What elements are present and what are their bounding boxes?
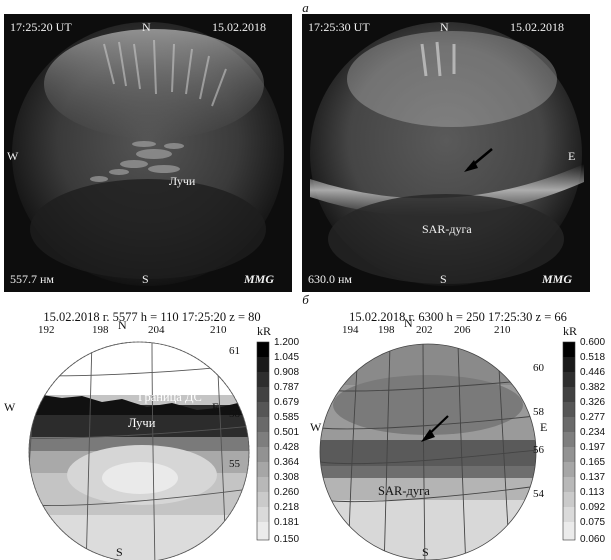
- lat-tick: 58: [229, 408, 240, 420]
- compass-s: S: [142, 272, 149, 286]
- colorbar-label: 0.787: [274, 382, 300, 393]
- compass-w: W: [7, 149, 19, 163]
- colorbar-label: 0.234: [580, 427, 606, 438]
- lon-tick: 210: [210, 324, 227, 336]
- lon-tick: 192: [38, 324, 55, 336]
- panel-label-a: а: [302, 0, 309, 15]
- lat-tick: 54: [533, 488, 544, 500]
- annotation-rays: Лучи: [128, 416, 156, 430]
- photo-date: 15.02.2018: [510, 20, 564, 34]
- compass-e: E: [540, 420, 548, 434]
- lon-tick: 204: [148, 324, 165, 336]
- lon-tick: 194: [342, 324, 359, 336]
- colorbar-label: 0.060: [580, 534, 606, 545]
- photo-date: 15.02.2018: [212, 20, 266, 34]
- annotation-boundary: Граница ДС: [138, 390, 202, 404]
- annotation-sar-arc: SAR-дуга: [422, 222, 472, 236]
- intensity-map-6300: 15.02.2018 г. 6300 h = 250 17:25:30 z = …: [308, 310, 608, 560]
- colorbar-unit: kR: [563, 324, 578, 338]
- map-plot: [319, 341, 576, 560]
- arrow-icon: [464, 148, 493, 172]
- colorbar-label: 0.075: [580, 517, 606, 528]
- compass-e: E: [568, 149, 576, 163]
- colorbar: [562, 341, 576, 541]
- map-title: 15.02.2018 г. 6300 h = 250 17:25:30 z = …: [349, 310, 567, 324]
- colorbar-label: 0.326: [580, 397, 606, 408]
- compass-n: N: [404, 316, 413, 330]
- colorbar-label: 0.382: [580, 382, 606, 393]
- compass-w: W: [310, 420, 322, 434]
- brand-label: MMG: [542, 272, 573, 286]
- colorbar-label: 0.679: [274, 397, 300, 408]
- map-title: 15.02.2018 г. 5577 h = 110 17:25:20 z = …: [43, 310, 261, 324]
- colorbar-label: 0.197: [580, 442, 606, 453]
- lat-tick: 56: [533, 444, 544, 456]
- wavelength-label: 557.7 нм: [10, 272, 55, 286]
- compass-n: N: [142, 20, 151, 34]
- colorbar-label: 0.165: [580, 457, 606, 468]
- map-plot: [28, 341, 270, 560]
- colorbar-label: 0.260: [274, 487, 300, 498]
- allsky-photo-557: 17:25:20 UT 15.02.2018 N W S 557.7 нм MM…: [4, 14, 292, 292]
- colorbar-unit: kR: [257, 324, 272, 338]
- arrow-icon: [421, 415, 449, 442]
- colorbar-label: 0.600: [580, 337, 606, 348]
- compass-w: W: [4, 400, 16, 414]
- colorbar-label: 0.364: [274, 457, 300, 468]
- compass-n: N: [440, 20, 449, 34]
- allsky-photo-630: 17:25:30 UT 15.02.2018 N E S 630.0 нм MM…: [302, 14, 590, 292]
- annotation-rays: Лучи: [169, 174, 196, 188]
- colorbar-label: 0.181: [274, 517, 300, 528]
- lon-tick: 210: [494, 324, 511, 336]
- compass-e: E: [212, 400, 220, 414]
- annotation-sar-arc: SAR-дуга: [378, 484, 430, 498]
- allsky-image-630: [302, 14, 590, 292]
- lon-tick: 198: [92, 324, 109, 336]
- colorbar-label: 0.137: [580, 472, 606, 483]
- compass-n: N: [118, 318, 127, 332]
- colorbar-label: 0.113: [580, 487, 605, 498]
- lon-tick: 206: [454, 324, 471, 336]
- lat-tick: 58: [533, 406, 544, 418]
- photo-time: 17:25:30 UT: [308, 20, 370, 34]
- wavelength-label: 630.0 нм: [308, 272, 353, 286]
- compass-s: S: [440, 272, 447, 286]
- colorbar-label: 0.585: [274, 412, 300, 423]
- brand-label: MMG: [244, 272, 275, 286]
- colorbar-label: 0.518: [580, 352, 606, 363]
- lon-tick: 198: [378, 324, 395, 336]
- intensity-map-5577: 15.02.2018 г. 5577 h = 110 17:25:20 z = …: [2, 310, 302, 560]
- lon-tick: 202: [416, 324, 433, 336]
- allsky-image-557: [4, 14, 292, 292]
- photo-time: 17:25:20 UT: [10, 20, 72, 34]
- colorbar-label: 1.200: [274, 337, 300, 348]
- colorbar-label: 0.092: [580, 502, 606, 513]
- lat-tick: 61: [229, 345, 240, 357]
- colorbar-label: 1.045: [274, 352, 300, 363]
- colorbar-label: 0.428: [274, 442, 300, 453]
- panel-label-b: б: [302, 292, 309, 307]
- colorbar-label: 0.277: [580, 412, 606, 423]
- colorbar-label: 0.446: [580, 367, 606, 378]
- colorbar-label: 0.150: [274, 534, 300, 545]
- lat-tick: 60: [533, 362, 544, 374]
- colorbar-label: 0.501: [274, 427, 300, 438]
- compass-s: S: [422, 545, 429, 559]
- colorbar: [256, 341, 270, 541]
- lat-tick: 55: [229, 458, 240, 470]
- compass-s: S: [116, 545, 123, 559]
- colorbar-label: 0.218: [274, 502, 300, 513]
- colorbar-label: 0.908: [274, 367, 300, 378]
- colorbar-label: 0.308: [274, 472, 300, 483]
